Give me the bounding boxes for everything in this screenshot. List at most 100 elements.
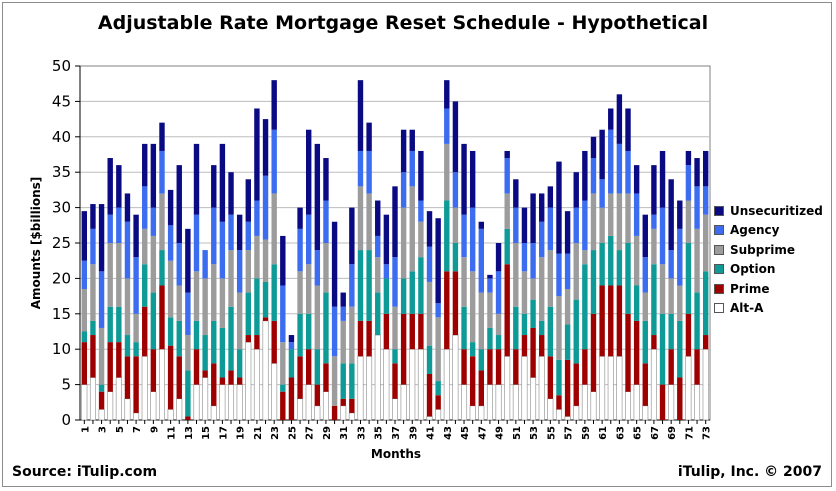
bar-segment-alt-a: [417, 348, 424, 421]
bar-segment-agency: [245, 221, 251, 251]
bar-segment-prime: [392, 363, 398, 399]
bar-segment-subprime: [418, 221, 424, 258]
bar-segment-subprime: [461, 257, 467, 307]
bar-segment-prime: [642, 363, 648, 406]
bar-segment-subprime: [556, 296, 562, 360]
bar-segment-subprime: [81, 289, 88, 332]
bar-segment-prime: [193, 349, 200, 385]
bar-segment-unsecuritized: [167, 189, 174, 226]
bar-segment-option: [590, 250, 597, 314]
y-tick-label: 40: [52, 128, 71, 146]
bar-segment-unsecuritized: [469, 150, 476, 208]
x-tick-label: 49: [495, 426, 506, 440]
bar-segment-unsecuritized: [400, 129, 407, 173]
x-tick-label: 71: [684, 426, 695, 440]
x-tick-label: 73: [702, 426, 713, 440]
bar-segment-alt-a: [202, 377, 209, 421]
bar-segment-alt-a: [115, 377, 122, 421]
bar-segment-subprime: [331, 356, 338, 406]
x-tick-label: 65: [633, 426, 644, 440]
bar-segment-option: [582, 264, 588, 350]
bar-segment-subprime: [633, 235, 640, 286]
bar-segment-alt-a: [702, 348, 709, 421]
bar-segment-agency: [452, 172, 459, 208]
bar-segment-subprime: [409, 186, 415, 272]
bar-segment-subprime: [694, 228, 700, 293]
bar-segment-subprime: [323, 243, 329, 293]
x-tick-label: 23: [270, 426, 281, 440]
bar-segment-subprime: [150, 235, 157, 293]
bar-segment-agency: [375, 235, 381, 258]
bar-segment-alt-a: [538, 355, 545, 421]
bar-segment-unsecuritized: [530, 193, 536, 243]
bar-segment-alt-a: [512, 384, 519, 421]
bar-segment-agency: [392, 257, 398, 307]
x-tick-label: 11: [167, 426, 178, 440]
legend-item-agency: Agency: [714, 221, 823, 241]
bar-segment-option: [573, 299, 579, 364]
bar-segment-agency: [81, 260, 88, 290]
bar-segment-agency: [556, 253, 562, 297]
bar-segment-prime: [556, 395, 562, 410]
bar-segment-alt-a: [210, 405, 217, 421]
bar-segment-subprime: [357, 186, 364, 251]
bar-segment-subprime: [193, 271, 200, 321]
bar-segment-alt-a: [374, 334, 381, 421]
bar-segment-alt-a: [650, 348, 657, 421]
bar-segment-unsecuritized: [668, 179, 674, 251]
bar-segment-unsecuritized: [590, 136, 597, 159]
bar-segment-agency: [90, 228, 96, 265]
legend-item-prime: Prime: [714, 279, 823, 299]
x-tick-label: 17: [218, 426, 229, 440]
bar-segment-agency: [530, 243, 536, 279]
bar-segment-unsecuritized: [392, 186, 398, 258]
bar-segment-agency: [116, 207, 122, 243]
bar-segment-unsecuritized: [461, 143, 467, 215]
bar-segment-prime: [349, 398, 355, 413]
y-tick-label: 15: [52, 305, 71, 323]
bar-segment-alt-a: [495, 384, 502, 421]
bar-segment-agency: [167, 225, 174, 261]
bar-segment-prime: [314, 384, 321, 406]
bar-segment-subprime: [469, 271, 476, 343]
bar-segment-subprime: [625, 193, 631, 243]
bar-segment-prime: [668, 349, 674, 385]
bar-segment-prime: [521, 335, 528, 357]
bar-segment-subprime: [426, 281, 433, 346]
bar-segment-alt-a: [443, 348, 450, 421]
legend-item-alt-a: Alt-A: [714, 299, 823, 319]
bar-segment-alt-a: [400, 384, 407, 421]
bar-segment-unsecuritized: [331, 221, 338, 307]
bar-segment-subprime: [685, 200, 692, 243]
bar-segment-alt-a: [98, 409, 105, 421]
bar-segment-prime: [616, 285, 623, 357]
bar-segment-unsecuritized: [81, 211, 88, 261]
bar-segment-prime: [90, 335, 96, 378]
bar-segment-unsecuritized: [357, 80, 364, 151]
bar-segment-agency: [124, 221, 131, 279]
bar-segment-unsecuritized: [582, 150, 588, 201]
bar-segment-prime: [513, 349, 519, 385]
bar-segment-subprime: [90, 264, 96, 321]
bar-segment-subprime: [573, 243, 579, 300]
x-tick-label: 9: [149, 426, 160, 433]
bar-segment-alt-a: [150, 391, 157, 421]
bar-segment-subprime: [340, 320, 346, 364]
bar-segment-unsecuritized: [116, 165, 122, 208]
bar-segment-prime: [167, 345, 174, 410]
bar-segment-option: [383, 278, 390, 314]
bar-segment-alt-a: [219, 384, 226, 421]
bar-segment-alt-a: [141, 355, 148, 421]
x-tick-label: 35: [374, 426, 385, 440]
bar-segment-alt-a: [607, 355, 614, 421]
bar-segment-subprime: [452, 207, 459, 243]
bar-segment-unsecuritized: [185, 228, 191, 293]
bar-segment-subprime: [349, 306, 355, 364]
bar-segment-prime: [159, 285, 165, 350]
bar-segment-prime: [107, 342, 113, 392]
bar-segment-prime: [461, 349, 467, 385]
bar-segment-agency: [305, 214, 312, 265]
bar-segment-subprime: [219, 278, 226, 328]
bar-segment-unsecuritized: [228, 172, 234, 215]
bar-segment-alt-a: [435, 409, 442, 421]
